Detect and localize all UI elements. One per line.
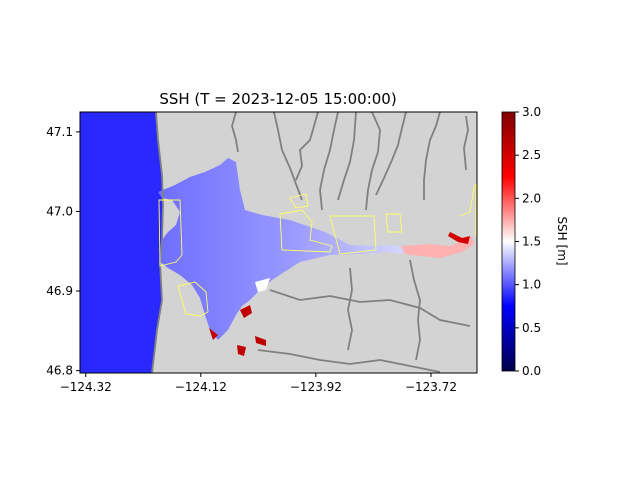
y-tick-label: 47.1 (46, 125, 73, 139)
boundary-lines (158, 183, 477, 317)
colorbar-tick-label: 0.5 (522, 321, 541, 335)
colorbar-label: SSH [m] (555, 216, 569, 265)
x-tick-label: −124.12 (175, 380, 227, 394)
colorbar-tick-label: 0.0 (522, 364, 541, 378)
tidal-flat (255, 278, 270, 292)
ocean-area (80, 112, 163, 373)
colorbar-tick-label: 3.0 (522, 105, 541, 119)
y-tick-label: 46.9 (46, 284, 73, 298)
y-tick-label: 47.0 (46, 204, 73, 218)
colorbar (501, 111, 516, 372)
x-axis: −124.32 −124.12 −123.92 −123.72 (60, 373, 457, 394)
x-tick-label: −124.32 (60, 380, 112, 394)
colorbar-tick-label: 1.5 (522, 235, 541, 249)
map-area (80, 112, 477, 373)
y-axis: 46.8 46.9 47.0 47.1 (46, 125, 80, 378)
high-ssh-patch (255, 336, 266, 346)
high-ssh-patch (209, 328, 218, 340)
y-tick-label: 46.8 (46, 364, 73, 378)
coastlines (151, 112, 471, 373)
high-ssh-patch (237, 345, 246, 356)
colorbar-tick-label: 2.0 (522, 191, 541, 205)
x-tick-label: −123.92 (290, 380, 342, 394)
colorbar-tick-label: 1.0 (522, 278, 541, 292)
axes-frame (79, 111, 478, 374)
colorbar-ticks: 0.0 0.5 1.0 1.5 2.0 2.5 3.0 (515, 105, 541, 378)
chart-title: SSH (T = 2023-12-05 15:00:00) (159, 90, 396, 108)
river-inlet-high (448, 232, 470, 244)
x-tick-label: −123.72 (405, 380, 457, 394)
river-channel (401, 236, 474, 258)
colorbar-tick-label: 2.5 (522, 148, 541, 162)
high-ssh-patch (240, 305, 252, 318)
